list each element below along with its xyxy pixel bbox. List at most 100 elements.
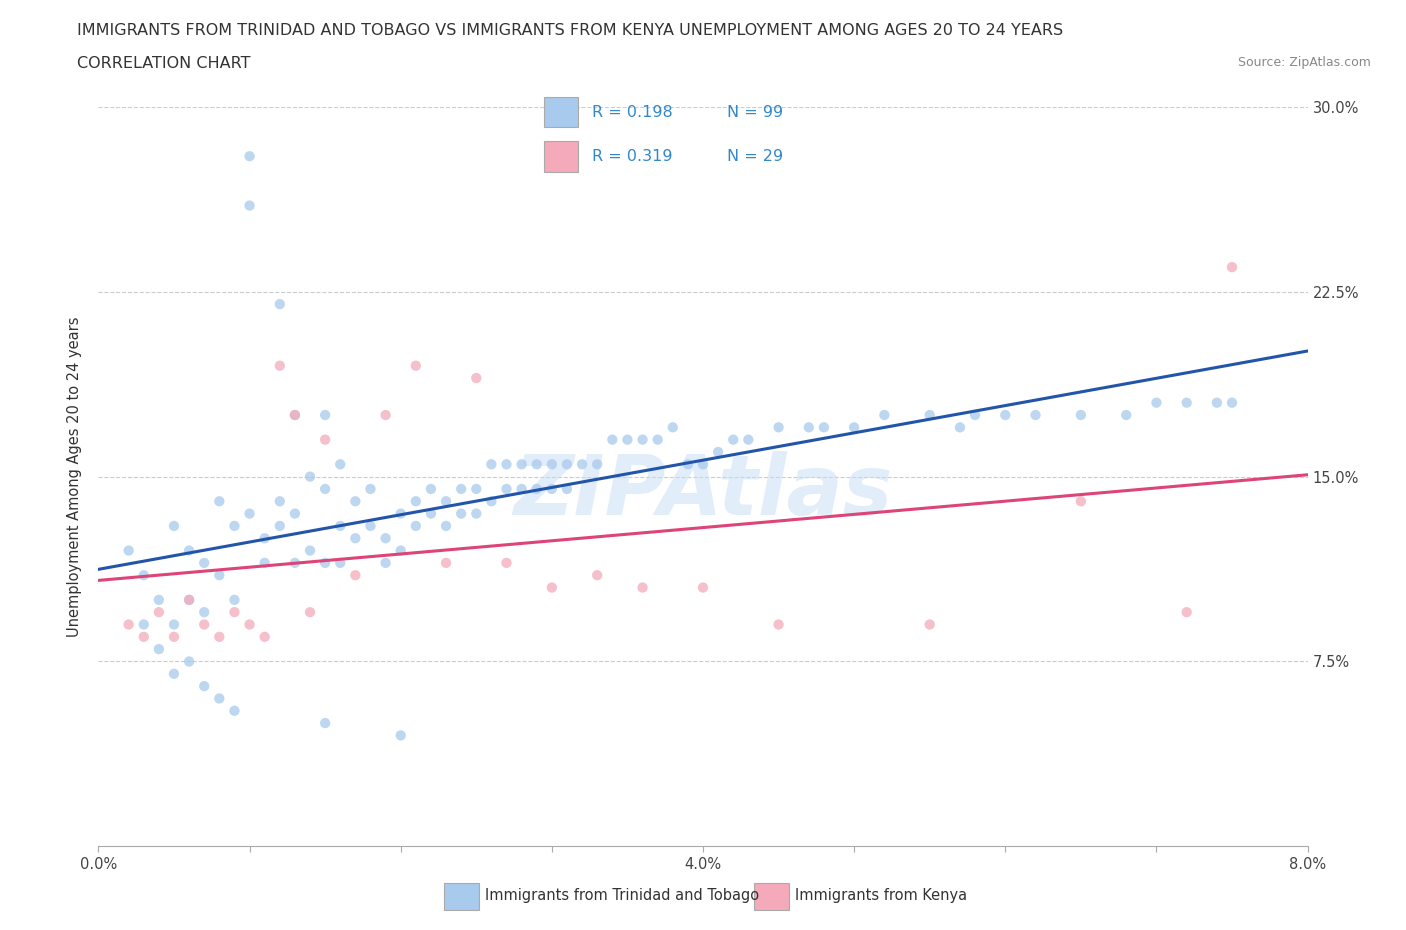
Point — [299, 543, 322, 558]
Point — [1220, 395, 1243, 410]
Point — [434, 494, 457, 509]
Text: CORRELATION CHART: CORRELATION CHART — [77, 56, 250, 71]
Point — [269, 358, 291, 373]
Point — [994, 407, 1017, 422]
Point — [586, 457, 609, 472]
Text: R = 0.198: R = 0.198 — [592, 105, 672, 120]
Point — [299, 604, 322, 619]
Point — [768, 618, 790, 632]
Point — [949, 420, 972, 435]
Point — [314, 482, 336, 497]
Point — [918, 618, 941, 632]
Point — [434, 555, 457, 570]
Point — [208, 567, 231, 582]
Point — [450, 506, 472, 521]
Point — [465, 482, 488, 497]
Point — [118, 543, 141, 558]
Point — [631, 580, 654, 595]
Point — [723, 432, 745, 447]
Point — [631, 432, 654, 447]
Point — [253, 531, 276, 546]
Point — [873, 407, 896, 422]
Point — [284, 407, 307, 422]
Point — [208, 691, 231, 706]
Point — [481, 457, 503, 472]
FancyBboxPatch shape — [754, 883, 789, 910]
Point — [797, 420, 820, 435]
Point — [374, 555, 396, 570]
Point — [193, 618, 215, 632]
Point — [253, 630, 276, 644]
Point — [555, 457, 578, 472]
FancyBboxPatch shape — [544, 97, 578, 127]
Point — [224, 519, 246, 534]
Point — [344, 567, 367, 582]
Point — [420, 506, 443, 521]
Point — [148, 642, 170, 657]
Point — [405, 358, 427, 373]
Point — [813, 420, 835, 435]
Point — [1146, 395, 1168, 410]
Point — [132, 567, 155, 582]
Point — [737, 432, 759, 447]
Point — [344, 494, 367, 509]
Point — [239, 618, 262, 632]
Point — [360, 482, 382, 497]
Point — [405, 519, 427, 534]
Point — [1070, 494, 1092, 509]
Point — [360, 519, 382, 534]
Point — [193, 555, 215, 570]
Point — [389, 543, 412, 558]
Point — [586, 567, 609, 582]
Point — [284, 555, 307, 570]
Point — [510, 457, 533, 472]
Text: IMMIGRANTS FROM TRINIDAD AND TOBAGO VS IMMIGRANTS FROM KENYA UNEMPLOYMENT AMONG : IMMIGRANTS FROM TRINIDAD AND TOBAGO VS I… — [77, 23, 1063, 38]
Point — [1025, 407, 1047, 422]
Point — [179, 592, 201, 607]
Point — [540, 457, 562, 472]
Point — [616, 432, 638, 447]
Point — [344, 531, 367, 546]
Point — [299, 469, 322, 484]
Point — [526, 457, 548, 472]
Point — [481, 494, 503, 509]
Point — [768, 420, 790, 435]
Point — [555, 482, 578, 497]
FancyBboxPatch shape — [544, 141, 578, 172]
Point — [148, 604, 170, 619]
Point — [269, 519, 291, 534]
Point — [224, 604, 246, 619]
Point — [239, 149, 262, 164]
Point — [918, 407, 941, 422]
Text: ZIPAtlas: ZIPAtlas — [513, 451, 893, 532]
Point — [179, 592, 201, 607]
Text: Immigrants from Trinidad and Tobago: Immigrants from Trinidad and Tobago — [485, 887, 759, 903]
Point — [314, 432, 336, 447]
Point — [450, 482, 472, 497]
Point — [405, 494, 427, 509]
Point — [132, 618, 155, 632]
Point — [269, 297, 291, 312]
Point — [1206, 395, 1229, 410]
Point — [526, 482, 548, 497]
Text: N = 29: N = 29 — [727, 149, 783, 164]
Point — [314, 555, 336, 570]
Text: N = 99: N = 99 — [727, 105, 783, 120]
Point — [208, 494, 231, 509]
Text: R = 0.319: R = 0.319 — [592, 149, 672, 164]
Point — [284, 407, 307, 422]
Point — [193, 604, 215, 619]
Point — [965, 407, 987, 422]
Point — [224, 703, 246, 718]
Y-axis label: Unemployment Among Ages 20 to 24 years: Unemployment Among Ages 20 to 24 years — [67, 316, 83, 637]
Point — [329, 555, 352, 570]
Point — [208, 630, 231, 644]
Point — [495, 457, 517, 472]
Point — [1220, 259, 1243, 274]
Point — [495, 482, 517, 497]
Point — [132, 630, 155, 644]
Point — [540, 580, 562, 595]
Point — [1175, 604, 1198, 619]
Point — [540, 482, 562, 497]
Point — [239, 506, 262, 521]
